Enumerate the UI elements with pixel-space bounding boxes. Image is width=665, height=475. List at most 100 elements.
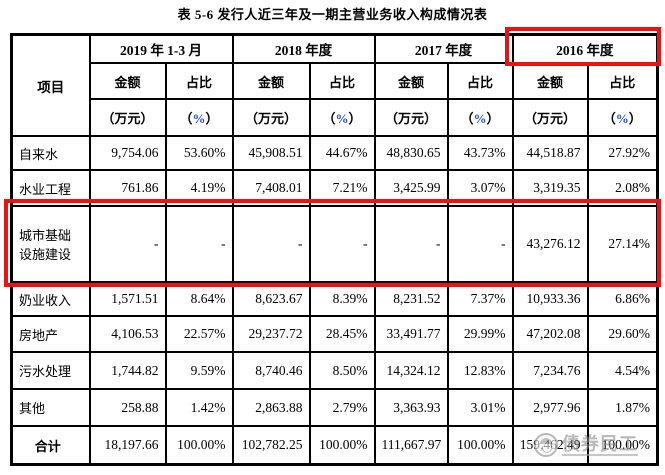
table-body: 自来水 9,754.06 53.60% 45,908.51 44.67% 48,830.6…: [10, 135, 659, 466]
amount-value-cell: 2,863.88: [231, 388, 311, 427]
paren-open: （: [179, 111, 193, 126]
amount-value-cell: 48,830.65: [373, 135, 449, 171]
amount-value-cell: 47,202.08: [511, 315, 589, 353]
paren-open: （: [602, 111, 616, 126]
ratio-value-cell: 29.60%: [586, 315, 659, 353]
header-year-row: 项目 2019 年 1-3 月 2018 年度 2017 年度 2016 年度: [10, 33, 659, 137]
paren-open: （: [460, 111, 474, 126]
row-item-label: 房地产: [10, 315, 91, 353]
amount-value-cell: -: [88, 205, 167, 283]
ratio-unit-header: （%）: [164, 98, 234, 137]
ratio-value-cell: 8.50%: [308, 351, 376, 390]
amount-value-cell: 14,324.12: [373, 351, 449, 390]
amount-unit-header: （万元）: [231, 98, 311, 137]
header-unit-row: （万元） （%） （万元） （%） （万元） （%） （万元） （%）: [12, 98, 659, 137]
amount-value-cell: 102,782.25: [231, 425, 311, 466]
ratio-value-cell: 27.92%: [586, 135, 659, 171]
amount-value-cell: 43,276.12: [511, 205, 589, 283]
amount-value-cell: 159,462.49: [511, 425, 589, 466]
item-column-header: 项目: [10, 33, 91, 137]
amount-unit-header: （万元）: [88, 98, 167, 137]
amount-value-cell: 1,571.51: [88, 281, 167, 317]
ratio-header: 占比: [446, 62, 514, 100]
ratio-value-cell: 9.59%: [164, 351, 234, 390]
amount-value-cell: 4,106.53: [88, 315, 167, 353]
amount-value-cell: 1,744.82: [88, 351, 167, 390]
ratio-value-cell: 27.14%: [586, 205, 659, 283]
amount-unit-header: （万元）: [373, 98, 449, 137]
ratio-value-cell: -: [308, 205, 376, 283]
table-row: 污水处理 1,744.82 9.59% 8,740.46 8.50% 14,324.12 1…: [10, 351, 659, 390]
table-row: 奶业收入 1,571.51 8.64% 8,623.67 8.39% 8,231.52 7.…: [10, 281, 659, 317]
percent-sign: %: [615, 111, 629, 126]
ratio-value-cell: 28.45%: [308, 315, 376, 353]
amount-value-cell: 29,237.72: [231, 315, 311, 353]
amount-value-cell: -: [373, 205, 449, 283]
amount-header: 金额: [88, 62, 167, 100]
amount-header: 金额: [511, 62, 589, 100]
ratio-unit-header: （%）: [586, 98, 659, 137]
amount-value-cell: 18,197.66: [88, 425, 167, 466]
ratio-value-cell: 8.64%: [164, 281, 234, 317]
table-row: 房地产 4,106.53 22.57% 29,237.72 28.45% 33,491.7…: [10, 315, 659, 353]
amount-value-cell: 3,319.35: [511, 169, 589, 207]
amount-value-cell: 111,667.97: [373, 425, 449, 466]
table-title: 表 5-6 发行人近三年及一期主营业务收入构成情况表: [177, 7, 488, 22]
row-item-label: 合计: [10, 425, 91, 466]
amount-header: 金额: [373, 62, 449, 100]
amount-header: 金额: [231, 62, 311, 100]
table-row: 其他 258.88 1.42% 2,863.88 2.79% 3,363.93 3.01% 2…: [10, 388, 659, 427]
amount-value-cell: 7,234.76: [511, 351, 589, 390]
ratio-value-cell: 6.86%: [586, 281, 659, 317]
year-header-2016: 2016 年度: [511, 33, 659, 64]
ratio-value-cell: 100.00%: [446, 425, 514, 466]
year-header-2018: 2018 年度: [231, 33, 376, 64]
ratio-value-cell: 4.54%: [586, 351, 659, 390]
amount-value-cell: 8,623.67: [231, 281, 311, 317]
ratio-value-cell: 3.07%: [446, 169, 514, 207]
amount-value-cell: 3,425.99: [373, 169, 449, 207]
paren-open: （: [322, 111, 336, 126]
ratio-value-cell: 29.99%: [446, 315, 514, 353]
ratio-value-cell: 7.37%: [446, 281, 514, 317]
percent-sign: %: [473, 111, 487, 126]
amount-value-cell: 10,933.36: [511, 281, 589, 317]
table-row: 水业工程 761.86 4.19% 7,408.01 7.21% 3,425.99 3.07…: [10, 169, 659, 207]
percent-sign: %: [192, 111, 206, 126]
ratio-value-cell: 8.39%: [308, 281, 376, 317]
amount-value-cell: 7,408.01: [231, 169, 311, 207]
ratio-value-cell: 100.00%: [308, 425, 376, 466]
ratio-value-cell: 53.60%: [164, 135, 234, 171]
ratio-value-cell: 3.01%: [446, 388, 514, 427]
ratio-header: 占比: [164, 62, 234, 100]
ratio-value-cell: 1.87%: [586, 388, 659, 427]
table-row: 城市基础设施建设 - - - - - -43,276.12 27.14%: [10, 205, 659, 283]
ratio-unit-header: （%）: [446, 98, 514, 137]
ratio-value-cell: -: [164, 205, 234, 283]
ratio-unit-header: （%）: [308, 98, 376, 137]
amount-value-cell: 9,754.06: [88, 135, 167, 171]
header-metric-row: 金额 占比 金额 占比 金额 占比 金额 占比: [12, 62, 659, 100]
revenue-composition-table: 项目 2019 年 1-3 月 2018 年度 2017 年度 2016 年度 …: [10, 33, 659, 466]
amount-value-cell: 2,977.96: [511, 388, 589, 427]
year-header-2019: 2019 年 1-3 月: [88, 33, 234, 64]
ratio-value-cell: 100.00%: [164, 425, 234, 466]
amount-value-cell: 3,363.93: [373, 388, 449, 427]
ratio-value-cell: 4.19%: [164, 169, 234, 207]
row-item-label: 自来水: [10, 135, 91, 171]
row-item-label: 城市基础设施建设: [10, 205, 91, 283]
amount-value-cell: 258.88: [88, 388, 167, 427]
ratio-value-cell: 2.79%: [308, 388, 376, 427]
amount-value-cell: 8,231.52: [373, 281, 449, 317]
ratio-value-cell: -: [446, 205, 514, 283]
ratio-value-cell: 43.73%: [446, 135, 514, 171]
ratio-value-cell: 100.00%: [586, 425, 659, 466]
amount-value-cell: 45,908.51: [231, 135, 311, 171]
percent-sign: %: [335, 111, 349, 126]
ratio-header: 占比: [308, 62, 376, 100]
total-row: 合计 18,197.66 100.00% 102,782.25 100.00% 111,6…: [10, 425, 659, 466]
amount-value-cell: 761.86: [88, 169, 167, 207]
year-header-2017: 2017 年度: [373, 33, 514, 64]
paren-close: ）: [486, 111, 500, 126]
